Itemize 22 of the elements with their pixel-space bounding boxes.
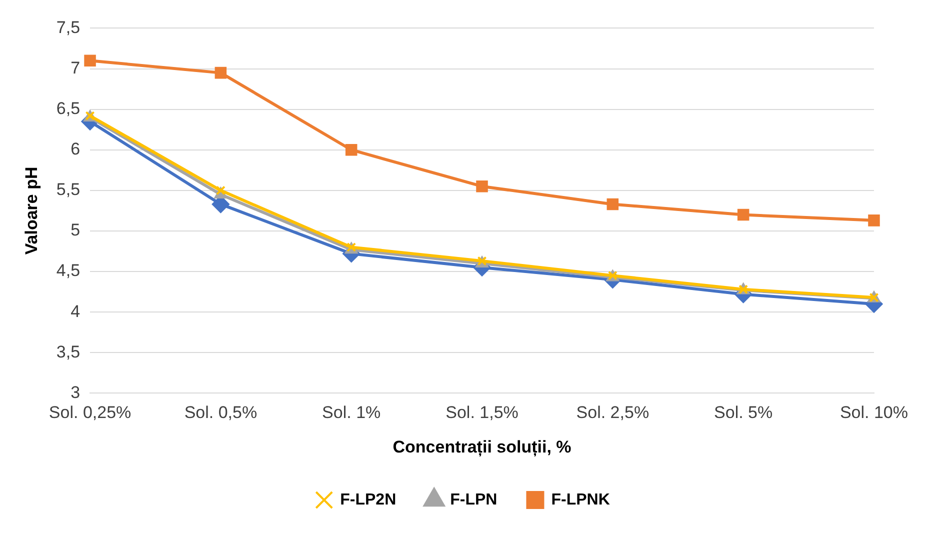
y-tick-label: 4,5 <box>56 261 80 280</box>
legend-label: F-LPN <box>450 491 498 508</box>
x-tick-label: Sol. 10% <box>840 403 908 422</box>
y-tick-label: 5,5 <box>56 180 80 200</box>
x-tick-label: Sol. 5% <box>714 403 773 422</box>
y-tick-label: 3 <box>70 382 80 402</box>
y-tick-label: 6 <box>70 140 80 159</box>
x-tick-label: Sol. 1,5% <box>446 403 518 422</box>
legend-label: F-LPNK <box>551 491 610 508</box>
x-tick-label: Sol. 0,25% <box>48 403 132 422</box>
x-tick-label: Sol. 2,5% <box>576 403 650 422</box>
x-tick-label: Sol. 0,5% <box>184 403 258 422</box>
y-tick-label: 6,5 <box>56 99 80 118</box>
y-tick-label: 5 <box>70 220 80 240</box>
x-axis-title: Concentrații soluții, % <box>392 437 572 456</box>
y-tick-label: 7,5 <box>56 18 80 37</box>
legend-label: F-LP2N <box>340 491 396 508</box>
x-tick-label: Sol. 1% <box>322 403 381 422</box>
y-tick-label: 4 <box>70 302 80 321</box>
y-tick-label: 7 <box>70 58 80 78</box>
y-tick-label: 3,5 <box>56 342 80 362</box>
y-axis-title: Valoare pH <box>22 166 41 255</box>
